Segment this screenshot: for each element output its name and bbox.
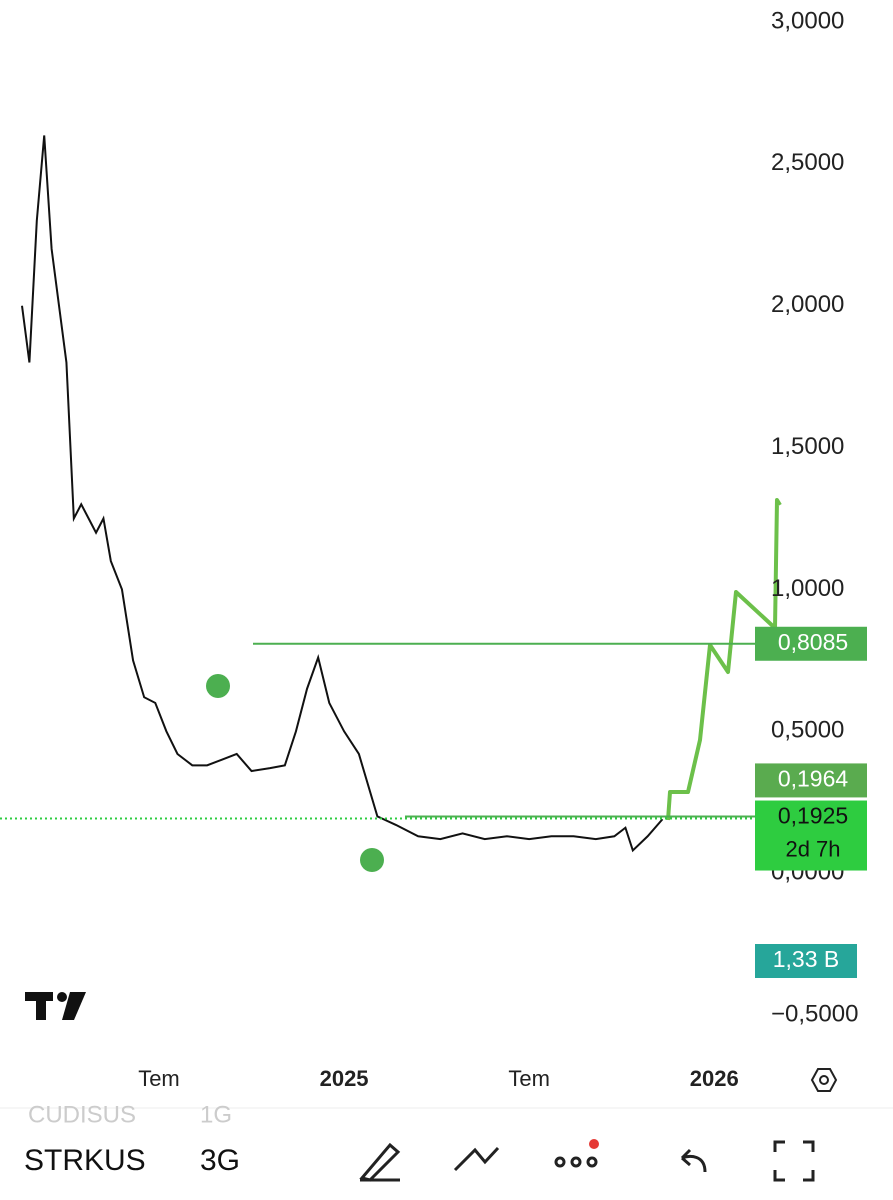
price-label: 0,8085 bbox=[778, 629, 848, 655]
price-label: 0,1964 bbox=[778, 765, 849, 791]
y-tick-label: −0,5000 bbox=[771, 1000, 858, 1027]
tv-logo bbox=[25, 992, 86, 1020]
x-tick-label: 2026 bbox=[690, 1066, 739, 1091]
trend-tool[interactable] bbox=[453, 1146, 500, 1172]
toolbar bbox=[359, 1139, 815, 1182]
countdown-label: 2d 7h bbox=[785, 836, 840, 861]
price-label: 0,1925 bbox=[778, 803, 848, 829]
x-tick-label: 2025 bbox=[320, 1066, 369, 1091]
price-label-box bbox=[755, 800, 867, 871]
y-tick-label: 1,5000 bbox=[771, 433, 844, 460]
price-label-box bbox=[755, 626, 867, 661]
draw-tool[interactable] bbox=[359, 1142, 401, 1182]
volume-label-box bbox=[755, 944, 857, 978]
y-tick-label: 2,5000 bbox=[771, 149, 844, 176]
y-tick-label: 2,0000 bbox=[771, 291, 844, 318]
interval[interactable]: 3G bbox=[200, 1144, 240, 1177]
more-menu[interactable] bbox=[554, 1156, 598, 1168]
y-tick-label: 1,0000 bbox=[771, 575, 844, 602]
projection-drawing bbox=[666, 498, 782, 821]
alarm-icon bbox=[206, 674, 384, 872]
notification-dot bbox=[589, 1139, 599, 1149]
x-tick-label: Tem bbox=[508, 1066, 550, 1091]
settings-icon[interactable] bbox=[810, 1068, 838, 1092]
undo[interactable] bbox=[680, 1148, 707, 1173]
other-symbol[interactable]: CUDISUS bbox=[28, 1101, 136, 1128]
symbol[interactable]: STRKUS bbox=[24, 1144, 146, 1177]
y-tick-label: 0,5000 bbox=[771, 717, 844, 744]
price-line bbox=[21, 135, 664, 853]
volume-label: 1,33 B bbox=[773, 946, 840, 972]
fullscreen[interactable] bbox=[773, 1140, 815, 1182]
price-label-box bbox=[755, 763, 867, 798]
y-tick-label: 3,0000 bbox=[771, 7, 844, 34]
x-tick-label: Tem bbox=[138, 1066, 180, 1091]
other-interval[interactable]: 1G bbox=[200, 1101, 232, 1128]
